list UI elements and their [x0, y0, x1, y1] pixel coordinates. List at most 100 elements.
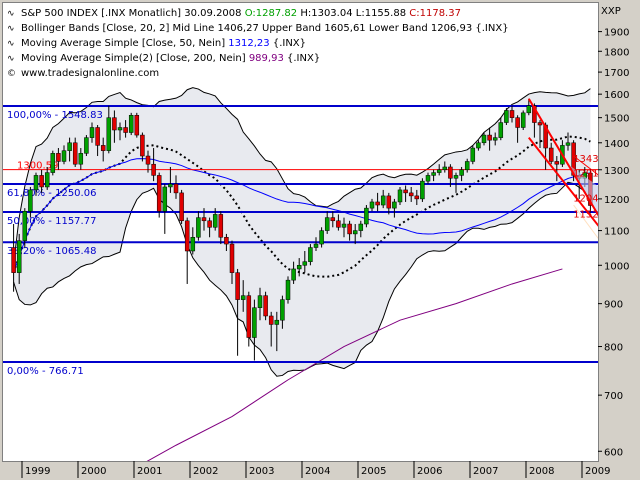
chart-legend: ∿ S&P 500 INDEX [.INX Monatlich] 30.09.20… [7, 6, 509, 81]
chart-plot-area[interactable]: ∿ S&P 500 INDEX [.INX Monatlich] 30.09.20… [2, 2, 599, 462]
candle-body [481, 134, 487, 144]
y-tick-label: 900 [604, 300, 623, 311]
legend-bollinger-text: Bollinger Bands [Close, 20, 2] Mid Line … [21, 23, 509, 34]
y-tick-label: 1300 [604, 166, 629, 177]
legend-bollinger-row: ∿ Bollinger Bands [Close, 20, 2] Mid Line… [7, 21, 509, 36]
fib-label-3: 38,20% - 1065.48 [7, 246, 96, 257]
x-tick-label: 2002 [193, 466, 218, 477]
legend-ma50-row: ∿ Moving Average Simple [Close, 50, Nein]… [7, 36, 509, 51]
candle-body [442, 166, 448, 171]
candle-body [274, 319, 280, 325]
y-tick-label: 1400 [604, 139, 629, 150]
wave-icon: ∿ [7, 24, 15, 34]
wave-icon: ∿ [7, 9, 15, 19]
candle-body [95, 127, 100, 146]
candle-body [408, 192, 414, 197]
candle-body [476, 142, 481, 149]
candle-body [392, 201, 397, 209]
candle-body [140, 134, 145, 157]
candle-body [240, 295, 246, 300]
candle-body [128, 114, 134, 133]
candle-body [280, 299, 285, 321]
x-tick-label: 2009 [585, 466, 610, 477]
watermark-text: www.tradesignalonline.com [21, 68, 160, 79]
wave-icon: ∿ [7, 39, 15, 49]
y-tick-label: 1900 [604, 28, 629, 39]
candle-body [504, 110, 509, 123]
candle-body [470, 147, 476, 162]
candle-body [168, 183, 173, 188]
candle-body [257, 295, 263, 308]
candle-body [134, 114, 140, 136]
x-tick-label: 1999 [25, 466, 50, 477]
candle-body [291, 268, 296, 281]
channel-label-1: 1291.08 [573, 168, 598, 179]
candle-body [285, 279, 291, 300]
x-tick-label: 2007 [473, 466, 498, 477]
candle-body [229, 243, 235, 273]
candle-body [520, 112, 526, 128]
candle-body [464, 161, 470, 171]
y-tick-label: 1800 [604, 47, 629, 58]
candle-body [492, 137, 498, 141]
candle-body [33, 175, 39, 191]
x-tick-label: 2001 [137, 466, 162, 477]
candle-body [302, 261, 308, 266]
ohlc-low: L:1155.88 [355, 8, 407, 19]
candle-body [89, 127, 95, 138]
candle-body [184, 220, 190, 252]
bollinger-upper-line [13, 87, 591, 264]
candle-body [515, 117, 520, 128]
fib-label-4: 0,00% - 766.71 [7, 366, 84, 377]
candle-body [548, 147, 554, 162]
candle-body [196, 217, 201, 238]
wave-icon: ∿ [7, 54, 15, 64]
candle-body [61, 150, 67, 162]
x-tick-label: 2005 [361, 466, 386, 477]
y-tick-label: 700 [604, 391, 623, 402]
candle-body [431, 172, 436, 176]
bollinger-lower-line [13, 181, 591, 377]
chart-date: 30.09.2008 [184, 8, 242, 19]
x-tick-label: 2008 [529, 466, 554, 477]
candle-body [319, 230, 324, 245]
y-tick-label: 1200 [604, 195, 629, 206]
candle-body [341, 223, 347, 228]
candle-body [39, 175, 44, 188]
candle-body [369, 201, 375, 209]
chart-title: S&P 500 INDEX [.INX Monatlich] [21, 8, 182, 19]
candle-body [380, 195, 386, 206]
fib-label-0: 100,00% - 1548.83 [7, 110, 103, 121]
projection-arrow-inner [573, 204, 598, 239]
candle-body [268, 315, 274, 325]
candle-body [246, 295, 252, 338]
channel-label-2: 1204.25 [573, 194, 598, 205]
x-tick-label: 2004 [305, 466, 330, 477]
candle-body [453, 175, 459, 179]
candle-body [123, 127, 128, 133]
candle-body [420, 180, 425, 200]
x-tick-label: 2006 [417, 466, 442, 477]
candle-body [156, 175, 162, 212]
candle-body [403, 189, 408, 194]
candle-body [100, 145, 106, 151]
channel-label-0: 1343.52 [573, 154, 598, 165]
fib-label-1: 61,80% - 1250.06 [7, 188, 96, 199]
candle-body [56, 153, 61, 162]
legend-title-row: ∿ S&P 500 INDEX [.INX Monatlich] 30.09.20… [7, 6, 509, 21]
candle-body [448, 166, 453, 179]
candle-body [509, 110, 515, 118]
candle-body [296, 265, 302, 270]
candle-body [565, 142, 571, 146]
candle-body [151, 163, 156, 176]
candle-body [313, 243, 319, 248]
candle-body [218, 214, 224, 238]
candle-body [526, 105, 532, 114]
candle-body [72, 142, 78, 165]
candle-body [308, 247, 313, 262]
legend-ma200-value: 989,93 [248, 53, 284, 64]
candle-body [84, 137, 89, 154]
legend-watermark-row: © www.tradesignalonline.com [7, 66, 509, 81]
y-tick-label: 1600 [604, 90, 629, 101]
legend-ma50-value: 1312,23 [228, 38, 270, 49]
